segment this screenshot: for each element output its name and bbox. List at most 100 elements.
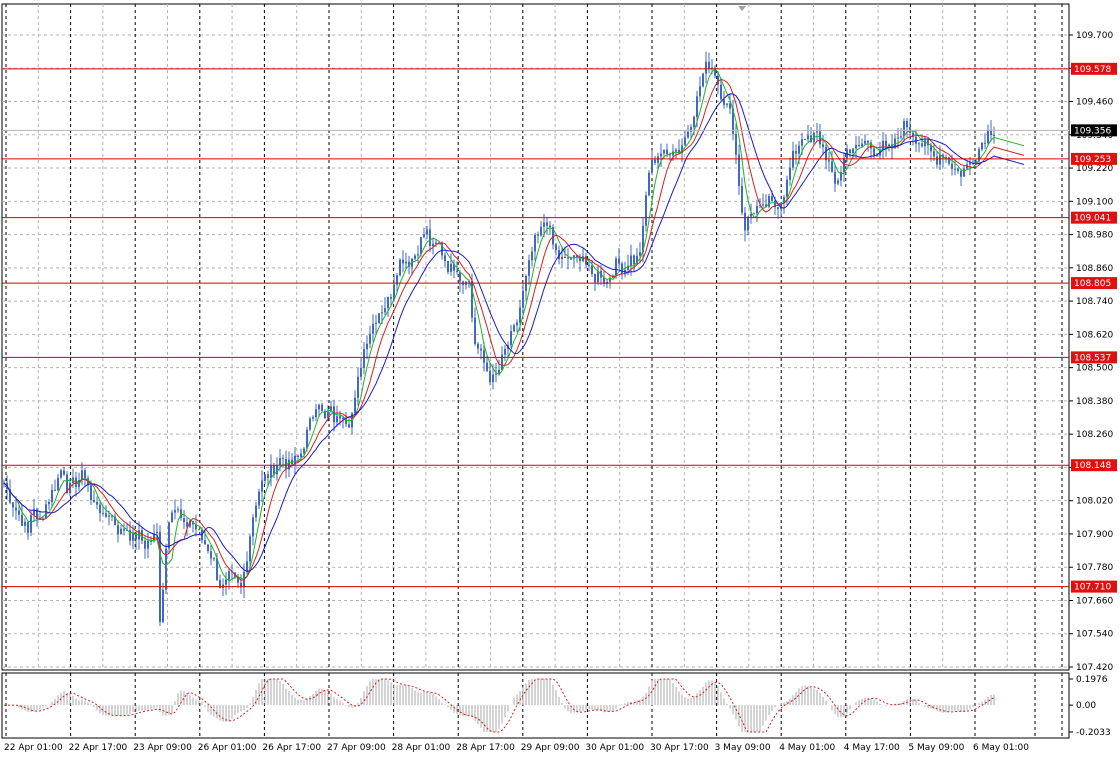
candle-body [951, 163, 953, 169]
candle-body [699, 86, 701, 97]
level-price-tag [1071, 211, 1117, 224]
candle-body [435, 242, 437, 244]
candle-body [288, 459, 290, 470]
candle-body [627, 265, 629, 270]
candle-body [375, 322, 377, 324]
candle-body [387, 297, 389, 309]
candle-body [693, 116, 695, 128]
candle-body [687, 131, 689, 138]
candle-body [99, 504, 101, 514]
price-tick-label: 107.420 [1076, 663, 1113, 673]
price-tick-label: 108.380 [1076, 397, 1113, 407]
candle-body [924, 140, 926, 147]
candle-body [423, 234, 425, 238]
candle-body [957, 168, 959, 171]
price-tick-label: 109.700 [1076, 31, 1113, 41]
candle-body [948, 157, 950, 164]
candle-body [453, 263, 455, 271]
candle-body [936, 156, 938, 165]
candle-body [588, 264, 590, 266]
candle-body [528, 260, 530, 276]
candle-body [510, 331, 512, 346]
candle-body [348, 424, 350, 428]
candle-body [807, 135, 809, 140]
candle-body [570, 258, 572, 260]
candle-body [405, 261, 407, 264]
candle-body [912, 132, 914, 137]
chart-shift-marker-icon[interactable] [738, 6, 746, 11]
candle-body [216, 558, 218, 581]
time-tick-label: 22 Apr 17:00 [69, 743, 128, 753]
candle-body [309, 418, 311, 430]
candle-body [582, 256, 584, 262]
level-price-label: 108.805 [1074, 279, 1111, 289]
candle-body [981, 142, 983, 150]
time-tick-label: 30 Apr 01:00 [585, 743, 644, 753]
price-tick-label: 108.620 [1076, 330, 1113, 340]
candle-body [330, 406, 332, 412]
price-tick-label: 107.780 [1076, 563, 1113, 573]
price-tick-label: 109.220 [1076, 164, 1113, 174]
candle-body [486, 362, 488, 372]
candle-body [417, 254, 419, 256]
time-tick-label: 27 Apr 09:00 [327, 743, 386, 753]
candle-body [312, 417, 314, 419]
candle-body [765, 204, 767, 207]
candle-body [390, 297, 392, 299]
candle-body [219, 580, 221, 589]
candle-body [579, 257, 581, 262]
candle-body [402, 259, 404, 264]
time-tick-label: 23 Apr 09:00 [133, 743, 192, 753]
candle-body [552, 227, 554, 245]
candle-body [447, 261, 449, 272]
candle-body [363, 349, 365, 368]
price-tick-label: 108.860 [1076, 264, 1113, 274]
candle-body [669, 154, 671, 156]
candle-body [267, 474, 269, 479]
candle-body [276, 465, 278, 475]
candle-body [717, 75, 719, 85]
candle-body [834, 171, 836, 184]
candle-body [339, 416, 341, 419]
time-tick-label: 28 Apr 01:00 [392, 743, 451, 753]
candle-body [30, 515, 32, 533]
candle-body [633, 255, 635, 265]
candle-body [102, 513, 104, 515]
candle-body [654, 159, 656, 163]
candle-body [36, 509, 38, 519]
candle-body [111, 515, 113, 517]
candle-body [474, 317, 476, 344]
candle-body [918, 143, 920, 145]
candle-body [855, 145, 857, 149]
candle-body [408, 261, 410, 267]
candle-body [501, 354, 503, 370]
candle-body [891, 144, 893, 149]
candle-body [594, 273, 596, 283]
candle-body [876, 155, 878, 157]
candle-body [942, 154, 944, 158]
candle-body [249, 536, 251, 562]
candle-body [729, 103, 731, 109]
candle-body [993, 135, 995, 137]
candle-body [690, 127, 692, 132]
candle-body [18, 510, 20, 515]
candle-body [930, 145, 932, 152]
candle-body [747, 216, 749, 231]
candle-body [732, 108, 734, 134]
candle-body [123, 528, 125, 531]
candle-body [63, 470, 65, 475]
candle-body [492, 374, 494, 383]
candle-body [828, 160, 830, 162]
candle-body [357, 376, 359, 398]
candle-body [114, 516, 116, 526]
price-tick-label: 107.900 [1076, 530, 1113, 540]
candle-body [303, 448, 305, 454]
candle-body [360, 367, 362, 377]
candle-body [555, 244, 557, 251]
candle-body [777, 207, 779, 209]
candle-body [696, 96, 698, 117]
candle-body [126, 530, 128, 532]
candle-body [939, 154, 941, 165]
